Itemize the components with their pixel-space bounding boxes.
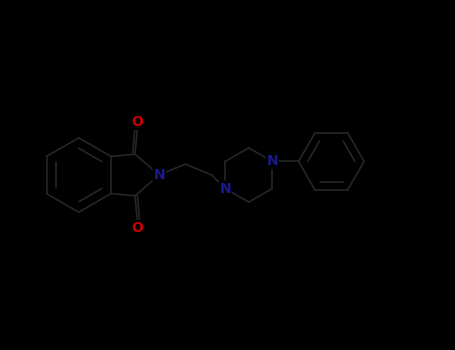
Text: N: N [153, 168, 165, 182]
Text: O: O [131, 221, 143, 235]
Text: N: N [267, 154, 278, 168]
Text: N: N [219, 182, 231, 196]
Text: O: O [131, 115, 143, 129]
